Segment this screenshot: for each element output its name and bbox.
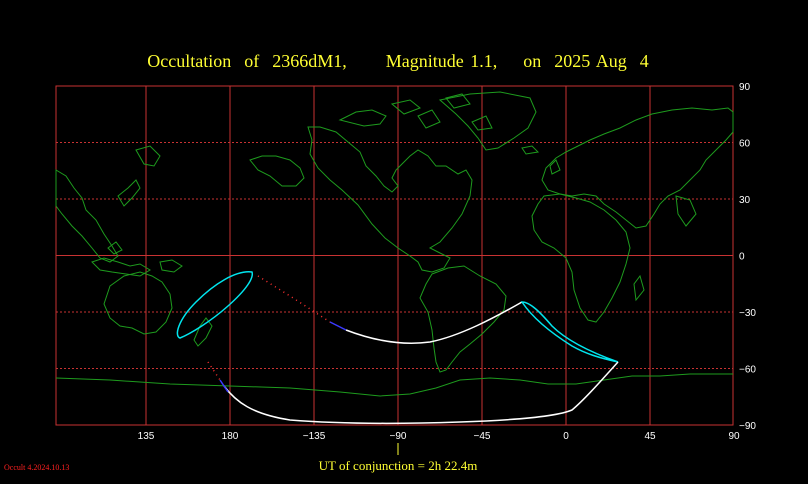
coast-kamchatka <box>135 145 161 167</box>
coast-north-america <box>307 126 473 273</box>
axis-ticks: 135 180 −135 −90 −45 0 45 90 90 60 30 0 −30 −60 −90 <box>138 82 756 455</box>
coast-alaska <box>249 155 305 187</box>
coast-africa <box>531 193 631 323</box>
lat-tick-label: −60 <box>739 365 756 376</box>
coast-south-america <box>419 265 507 373</box>
coast-british-isles <box>549 159 561 175</box>
path-central-line-south <box>223 361 619 425</box>
software-version: Occult 4.2024.10.13 <box>4 463 70 472</box>
coast-antarctica <box>55 373 733 397</box>
coast-iceland <box>521 145 540 155</box>
lat-tick-label: 30 <box>739 195 751 206</box>
lon-tick-label: 0 <box>563 431 569 442</box>
lat-tick-label: 90 <box>739 82 751 93</box>
coast-eurasia <box>541 107 734 229</box>
coast-greenland <box>438 91 537 151</box>
map-title: Occultation of 2366dM1, Magnitude 1.1, o… <box>147 51 649 71</box>
coast-new-zealand <box>193 317 213 347</box>
path-daylight-segment-north <box>329 321 347 331</box>
path-central-line-north <box>345 301 523 344</box>
lat-tick-label: −90 <box>739 421 756 432</box>
lat-tick-label: 0 <box>739 252 745 263</box>
lon-tick-label: −90 <box>390 431 407 442</box>
coast-arctic-islands <box>338 93 493 131</box>
path-limit-curve-west <box>176 271 254 339</box>
conjunction-time: UT of conjunction = 2h 22.4m <box>318 458 478 473</box>
coast-madagascar <box>633 274 645 302</box>
path-partial-dots-south <box>207 361 221 381</box>
coast-australia <box>103 271 173 335</box>
lon-tick-label: 180 <box>222 431 239 442</box>
lon-tick-label: 90 <box>728 431 740 442</box>
occultation-paths <box>176 271 619 425</box>
coast-east-asia-left <box>55 169 119 263</box>
lon-tick-label: −45 <box>474 431 491 442</box>
lat-tick-label: −30 <box>739 308 756 319</box>
lon-tick-label: 135 <box>138 431 155 442</box>
coast-indonesia <box>91 241 183 277</box>
graticule <box>55 85 734 426</box>
coast-japan <box>117 179 141 207</box>
path-daylight-segment-south <box>219 379 229 393</box>
lon-tick-label: −135 <box>303 431 326 442</box>
coastlines <box>55 91 734 397</box>
lon-tick-label: 45 <box>644 431 656 442</box>
coast-indian-peninsula <box>675 195 697 227</box>
lat-tick-label: 60 <box>739 139 751 150</box>
